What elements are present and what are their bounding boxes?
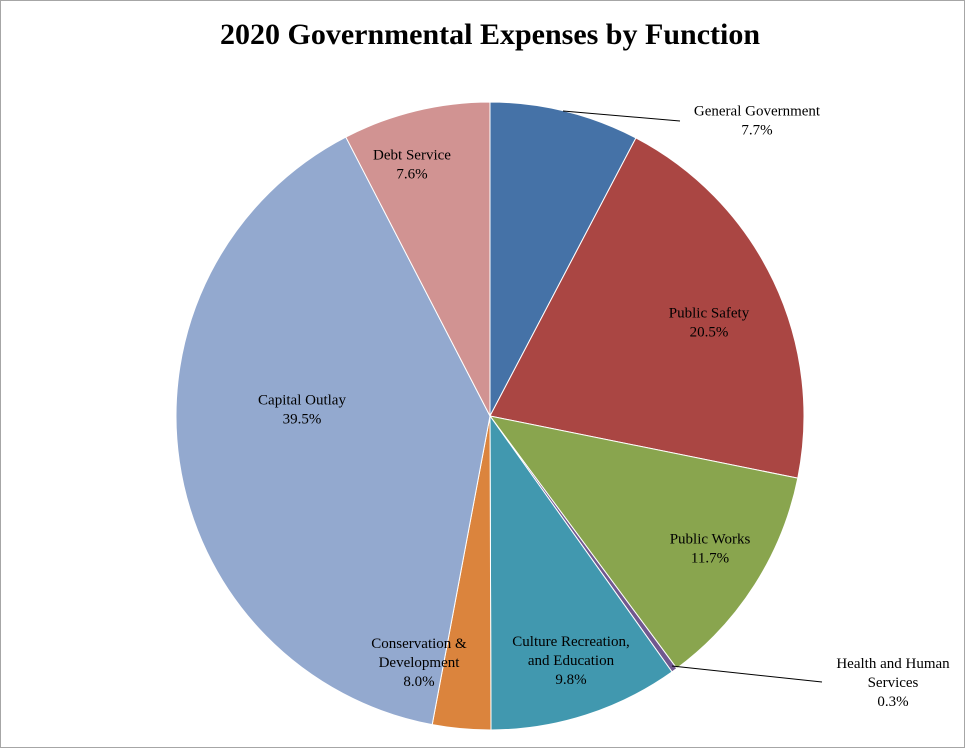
data-label-capital-outlay: Capital Outlay 39.5%: [258, 393, 346, 428]
leader-line-general-government: [562, 110, 681, 122]
leader-line-health-and-human-services: [671, 665, 823, 683]
data-label-health-and-human-services: Health and Human Services 0.3%: [836, 656, 950, 710]
slice-public-works: [488, 415, 799, 670]
slice-capital-outlay: [175, 136, 491, 726]
data-label-public-works: Public Works 11.7%: [670, 532, 751, 567]
data-label-debt-service: Debt Service 7.6%: [373, 148, 451, 183]
chart-title: 2020 Governmental Expenses by Function: [219, 18, 761, 51]
slice-public-safety: [489, 137, 805, 479]
data-label-general-government: General Government 7.7%: [694, 104, 821, 139]
data-label-culture-recreation-and-education: Culture Recreation, and Education 9.8%: [512, 634, 629, 688]
slice-culture-recreation-and-education: [489, 414, 673, 731]
slice-debt-service: [345, 101, 491, 417]
data-label-conservation-development: Conservation & Development 8.0%: [371, 636, 467, 690]
data-label-public-safety: Public Safety 20.5%: [669, 306, 750, 341]
